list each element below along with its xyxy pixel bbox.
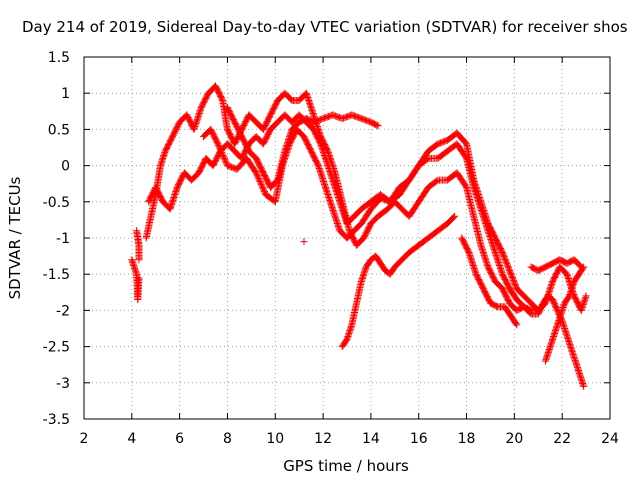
data-point xyxy=(255,175,263,183)
data-point xyxy=(254,173,262,181)
x-tick-label: 4 xyxy=(127,431,136,447)
data-point xyxy=(580,382,588,390)
series-track-g xyxy=(338,212,459,351)
data-point xyxy=(215,141,223,149)
series-track-e xyxy=(200,125,590,314)
data-point xyxy=(256,178,264,186)
data-point xyxy=(576,262,584,270)
series-track-j xyxy=(527,256,585,275)
grid xyxy=(84,57,610,419)
data-point xyxy=(259,183,267,191)
data-point xyxy=(255,176,263,184)
data-point xyxy=(512,320,520,328)
data-point xyxy=(218,149,226,157)
x-tick-label: 10 xyxy=(266,431,284,447)
data-point xyxy=(451,212,459,220)
data-point xyxy=(216,146,224,154)
series-track-h xyxy=(458,234,521,329)
y-tick-label: 0.5 xyxy=(48,122,70,138)
x-axis-title: GPS time / hours xyxy=(283,457,409,475)
data-point xyxy=(135,274,143,282)
data-point xyxy=(135,256,143,264)
data-point xyxy=(450,213,458,221)
series-track-c xyxy=(142,82,588,390)
x-tick-label: 22 xyxy=(553,431,571,447)
y-tick-label: -0.5 xyxy=(43,195,70,211)
data-point xyxy=(582,292,590,300)
data-point xyxy=(253,170,261,178)
data-point xyxy=(260,188,268,196)
data-point xyxy=(253,172,261,180)
data-point xyxy=(257,180,265,188)
x-tick-label: 14 xyxy=(362,431,380,447)
data-point xyxy=(216,144,224,152)
data-point xyxy=(373,121,381,129)
data-point xyxy=(215,143,223,151)
series-track-a xyxy=(128,256,143,304)
data-point xyxy=(220,153,228,161)
data-point xyxy=(462,182,470,190)
series-track-f xyxy=(223,104,382,191)
data-point xyxy=(218,95,226,103)
series-track-i xyxy=(541,263,588,365)
y-tick-label: -1 xyxy=(56,231,70,247)
data-point xyxy=(218,150,226,158)
y-tick-label: 1 xyxy=(61,86,70,102)
series-track-b xyxy=(133,227,143,264)
x-tick-label: 20 xyxy=(505,431,523,447)
data-point xyxy=(222,157,230,165)
data-point xyxy=(217,147,225,155)
x-tick-label: 16 xyxy=(410,431,428,447)
data-point xyxy=(260,186,268,194)
data-points xyxy=(128,82,590,390)
data-point xyxy=(220,154,228,162)
y-axis-title: SDTVAR / TECUs xyxy=(6,176,24,299)
x-tick-label: 12 xyxy=(314,431,332,447)
y-tick-label: -3 xyxy=(56,376,70,392)
data-point xyxy=(513,321,521,329)
y-tick-label: 1.5 xyxy=(48,50,70,66)
data-point xyxy=(257,179,265,187)
chart-title: Day 214 of 2019, Sidereal Day-to-day VTE… xyxy=(22,18,628,36)
data-point xyxy=(259,185,267,193)
y-tick-label: -2 xyxy=(56,303,70,319)
data-point xyxy=(214,140,222,148)
data-point xyxy=(300,238,308,246)
y-tick-label: -1.5 xyxy=(43,267,70,283)
data-point xyxy=(258,182,266,190)
series-track-k xyxy=(300,238,308,246)
data-point xyxy=(374,122,382,130)
data-point xyxy=(219,151,227,159)
y-tick-label: -2.5 xyxy=(43,340,70,356)
axis-ticks: 2 4 6 8 10 12 14 16 18 20 22 24-3.5-3-2.5-2-1.5-1-0… xyxy=(43,50,619,447)
x-tick-label: 2 xyxy=(80,431,89,447)
x-tick-label: 18 xyxy=(458,431,476,447)
x-tick-label: 8 xyxy=(223,431,232,447)
data-point xyxy=(221,156,229,164)
x-tick-label: 24 xyxy=(601,431,619,447)
data-point xyxy=(577,263,585,271)
x-tick-label: 6 xyxy=(175,431,184,447)
data-point xyxy=(252,169,260,177)
y-tick-label: -3.5 xyxy=(43,412,70,428)
y-tick-label: 0 xyxy=(61,159,70,175)
